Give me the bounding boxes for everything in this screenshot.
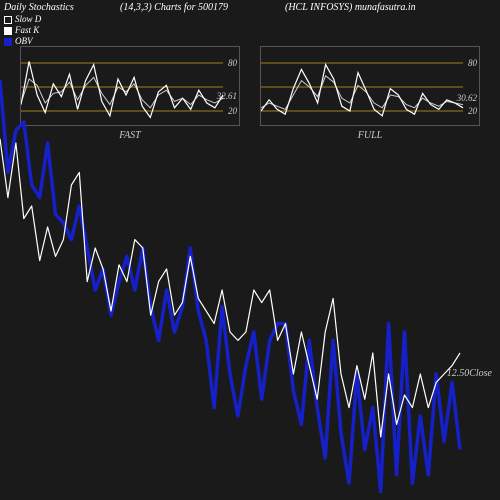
y-tick-80: 80 (228, 58, 237, 68)
close-value: 12.50 (447, 368, 470, 379)
legend-label: Slow D (15, 14, 41, 25)
legend-slow-d: Slow D (4, 14, 41, 25)
legend-label: Fast K (15, 25, 39, 36)
legend-fast-k: Fast K (4, 25, 41, 36)
title-left: Daily Stochastics (4, 2, 74, 13)
legend: Slow D Fast K OBV (4, 14, 41, 47)
legend-box-icon (4, 38, 12, 46)
chart-header: Daily Stochastics (14,3,3) Charts for 50… (0, 2, 500, 14)
close-price-label: 12.50Close (447, 368, 492, 379)
close-suffix: Close (469, 368, 492, 379)
legend-box-icon (4, 27, 12, 35)
main-chart-svg (0, 80, 500, 500)
main-price-chart: 12.50Close (0, 80, 500, 500)
y-tick-80: 80 (468, 58, 477, 68)
title-mid: (14,3,3) Charts for 500179 (120, 2, 228, 13)
title-right: (HCL INFOSYS) munafasutra.in (285, 2, 495, 13)
legend-box-icon (4, 16, 12, 24)
